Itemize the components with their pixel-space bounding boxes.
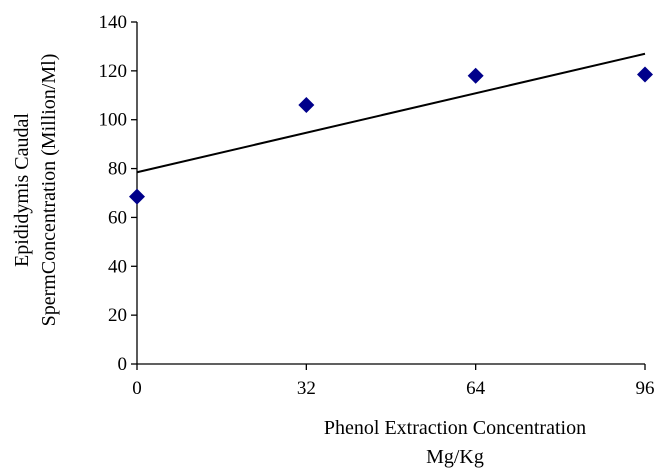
data-point-diamond (129, 188, 145, 205)
x-tick-label: 0 (132, 378, 142, 399)
y-tick-label: 100 (99, 110, 128, 131)
y-axis-title-2: SpermConcentration (Million/Ml) (38, 54, 60, 327)
y-tick-label: 120 (99, 61, 128, 82)
x-axis-title-line-2: Mg/Kg (426, 446, 484, 468)
trendline-group (136, 52, 646, 174)
y-axis-title-line-2: SpermConcentration (Million/Ml) (38, 54, 60, 327)
data-points (129, 66, 653, 205)
linear-trendline (136, 52, 646, 174)
y-tick-label: 20 (108, 305, 127, 326)
x-tick-label: 64 (466, 378, 486, 399)
y-tick-label: 60 (108, 207, 127, 228)
data-point-diamond (467, 67, 484, 84)
y-tick-label: 40 (108, 256, 127, 277)
x-axis-title-line-1: Phenol Extraction Concentration (324, 417, 586, 439)
y-axis-title-line-1: Epididymis Caudal (11, 113, 33, 267)
x-tick-label: 32 (297, 378, 316, 399)
y-tick-label: 80 (108, 159, 127, 180)
x-axis-ticks: 0 32 64 96 (132, 364, 655, 399)
y-axis-title: Epididymis Caudal (11, 113, 33, 267)
data-point-diamond (637, 66, 653, 83)
y-axis-ticks: 0 20 40 60 80 100 120 140 (99, 12, 137, 375)
y-tick-label: 0 (118, 354, 128, 375)
x-tick-label: 96 (636, 378, 655, 399)
data-point-diamond (298, 97, 315, 114)
y-tick-label: 140 (99, 12, 128, 33)
axes (136, 22, 645, 365)
